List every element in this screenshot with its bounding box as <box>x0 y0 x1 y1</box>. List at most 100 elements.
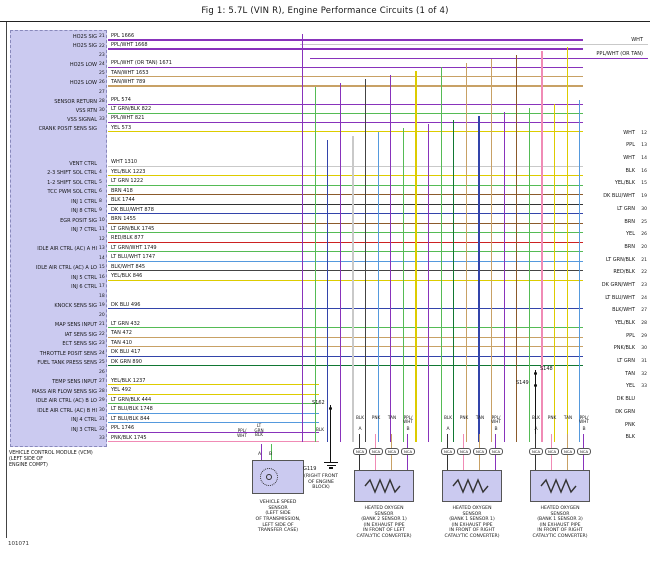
wire-color-label: BRN <box>624 243 635 250</box>
vcm-pin-row: 12 RED/BLK 877 <box>13 235 619 245</box>
right-wire-entry: PPL 29 <box>586 329 648 342</box>
bus-wire-vertical <box>465 63 467 442</box>
wire-color-circuit-label: YEL/BLK 1237 <box>111 377 146 384</box>
right-wire-entry: BLK <box>586 431 648 444</box>
pin-number: 12 <box>99 236 105 242</box>
wire-line <box>108 241 583 243</box>
heated-oxygen-sensor-group: BLK A NCA PNK NCA TAN NCA <box>352 415 416 562</box>
vcm-pin-row: TEMP SENS INPUT 27 YEL/BLK 1237 <box>13 378 619 388</box>
wire-color-circuit-label: LT GRN/WHT 1749 <box>111 244 157 251</box>
pin-number: 16 <box>99 274 105 280</box>
wire-color-label: TAN <box>475 415 485 420</box>
nca-badge: NCA <box>457 448 471 455</box>
wire-color-label: PNK <box>371 415 381 420</box>
vcm-pin-row: INJ 6 CTRL 17 <box>13 283 619 293</box>
pin-number: 24 <box>641 295 647 301</box>
wire-color-circuit-label: PPL/WHT 1668 <box>111 41 148 48</box>
pin-number: 24 <box>99 350 105 356</box>
wire-color-label: PNK <box>547 415 557 420</box>
wire-color-label: BRN <box>624 218 635 225</box>
wire-color-label: BLK <box>532 415 540 420</box>
vcm-pin-row: 23 <box>13 51 619 60</box>
bus-wire-vertical <box>339 83 341 442</box>
bus-wire-vertical <box>566 47 568 442</box>
wire-color-circuit-label: DK BLU 417 <box>111 349 141 356</box>
pin-number: 21 <box>99 34 105 40</box>
wire-color-circuit-label: YEL/BLK 1223 <box>111 168 146 175</box>
wire-line <box>108 66 583 69</box>
vss-return-wire <box>271 444 273 460</box>
pin-number: 12 <box>641 130 647 136</box>
pin-number: 25 <box>99 71 105 77</box>
nca-badge: NCA <box>577 448 591 455</box>
wire-line <box>108 422 319 424</box>
o2-wire-column: PPL/ WHT B NCA <box>488 415 504 470</box>
wire-color-circuit-label: TAN 472 <box>111 330 132 337</box>
o2-wires: BLK A NCA PNK NCA TAN NCA <box>528 415 592 502</box>
wire-color-circuit-label: DK GRN 890 <box>111 358 142 365</box>
wire-line <box>108 76 583 78</box>
pin-function-label: 1-2 SHIFT SOL CTRL <box>47 179 97 186</box>
wire-line <box>108 431 319 433</box>
o2-wire-column: TAN NCA <box>384 415 400 470</box>
pin-number: 10 <box>99 217 105 223</box>
pin-number: 28 <box>99 98 105 104</box>
splice-dot <box>534 372 537 375</box>
pin-function-label: SENSOR RETURN <box>54 98 97 105</box>
wire-line <box>108 103 583 105</box>
wire-color-label: LT GRN <box>617 205 635 212</box>
pin-number: 33 <box>99 436 105 442</box>
pin-number: 27 <box>641 308 647 314</box>
wire-color-label: BLK <box>625 167 636 174</box>
wire-color-label: TAN <box>625 370 635 377</box>
splice-label: S148 <box>540 366 553 372</box>
wire-color-circuit-label: PPL 1666 <box>111 32 135 39</box>
right-wire-entry: BLK 16 <box>586 164 648 177</box>
wire-color-circuit-label: YEL 492 <box>111 387 132 394</box>
right-wire-entry: PNK <box>586 418 648 431</box>
pin-function-label: IDLE AIR CTRL (AC) B HI <box>37 407 97 414</box>
right-margin-wires: WHT 12 PPL 13 WHT 14 BLK 16 YEL/BLK 15 D… <box>586 126 648 443</box>
bus-wire-vertical <box>415 71 417 442</box>
right-wire-entry: TAN 32 <box>586 367 648 380</box>
wire-color-circuit-label: TAN/WHT 1653 <box>111 69 149 76</box>
wire-line <box>108 279 583 281</box>
vcm-top-pin-rows: HO2S SIG 21 PPL 1666 HO2S SIG 22 PPL/WHT… <box>13 33 619 134</box>
vehicle-speed-sensor <box>252 460 304 494</box>
pin-number: 31 <box>99 417 105 423</box>
pin-number: 16 <box>641 168 647 174</box>
bus-wire-vertical <box>491 59 493 442</box>
wire-color-label: BLK <box>625 434 636 441</box>
pin-number: 23 <box>99 52 105 58</box>
vcm-pin-row: VENT CTRL WHT 1310 <box>13 159 619 169</box>
o2-wire-column: BLK A NCA <box>440 415 456 470</box>
figure-title: Fig 1: 5.7L (VIN R), Engine Performance … <box>0 0 650 22</box>
wire-color-circuit-label: LT BLU/BLK 844 <box>111 415 150 422</box>
pin-function-label: VENT CTRL <box>69 160 97 167</box>
vcm-pin-row: INJ 8 CTRL 9 DK BLU/WHT 878 <box>13 207 619 217</box>
vcm-pin-row: 20 <box>13 311 619 321</box>
nca-badge: NCA <box>385 448 399 455</box>
heated-oxygen-sensor-group: BLK A NCA PNK NCA TAN NCA <box>440 415 504 562</box>
terminal-letter: B <box>406 427 410 432</box>
right-wire-entry: DK BLU <box>586 392 648 405</box>
terminal-letter: A <box>258 452 262 457</box>
vcm-pin-row: MASS AIR FLOW SENS SIG 28 YEL 492 <box>13 387 619 397</box>
pin-number: 26 <box>641 232 647 238</box>
wire-line <box>108 365 583 367</box>
nca-badge: NCA <box>369 448 383 455</box>
pin-function-label: INJ 3 CTRL <box>71 426 97 433</box>
pin-number: 25 <box>641 219 647 225</box>
wire-line <box>300 44 648 46</box>
bus-wire-vertical <box>352 136 354 442</box>
wire-color-circuit-label: DK BLU/WHT 878 <box>111 206 154 213</box>
pin-number: 24 <box>99 61 105 67</box>
wire-color-circuit-label: PPL/WHT (OR TAN) 1671 <box>111 60 172 67</box>
bus-wire-vertical <box>365 79 367 442</box>
wire-color-label: DK GRN <box>615 408 635 415</box>
page-border-line <box>6 22 7 538</box>
pin-number: 21 <box>641 257 647 263</box>
ground-symbol <box>324 462 338 470</box>
right-wire-entry: LT GRN/BLK 21 <box>586 253 648 266</box>
wire-line <box>108 441 319 443</box>
